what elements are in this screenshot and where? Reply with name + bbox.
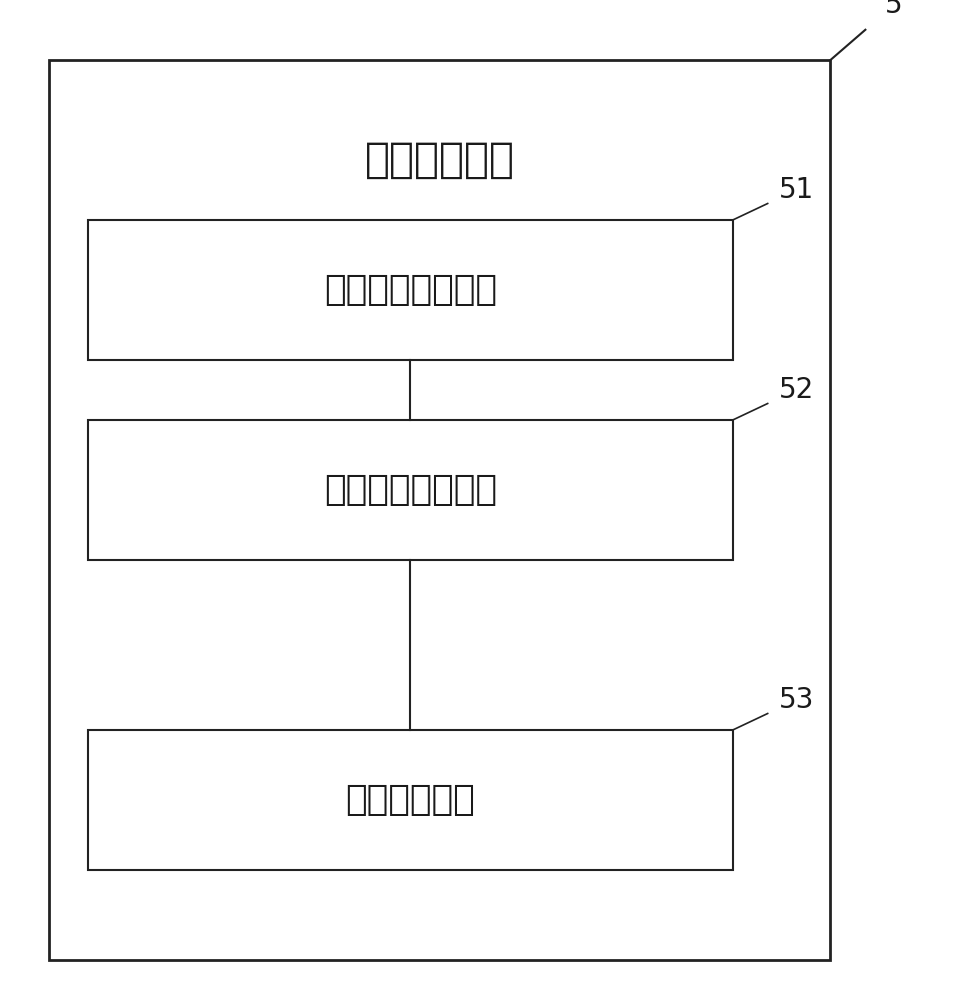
Text: 52: 52 <box>779 376 814 404</box>
Text: 51: 51 <box>779 176 814 204</box>
Bar <box>49 60 830 960</box>
Text: 音长定义模块: 音长定义模块 <box>346 783 475 817</box>
Text: 53: 53 <box>779 686 814 714</box>
Bar <box>88 420 733 560</box>
Text: 声音定义单元: 声音定义单元 <box>364 139 515 181</box>
Bar <box>88 220 733 360</box>
Text: 5: 5 <box>885 0 903 19</box>
Text: 音量大小定义模块: 音量大小定义模块 <box>323 473 497 507</box>
Text: 声音类型定义模块: 声音类型定义模块 <box>323 273 497 307</box>
Bar <box>88 730 733 870</box>
